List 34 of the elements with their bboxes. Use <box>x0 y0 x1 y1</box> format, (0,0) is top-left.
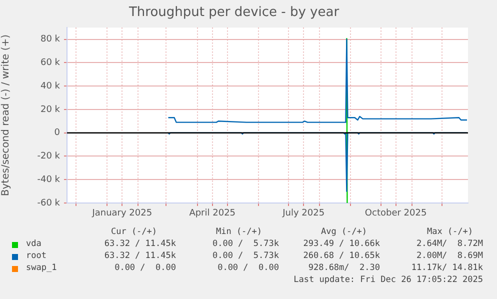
x-tick-label: January 2025 <box>91 208 152 219</box>
legend-label: vda <box>26 239 42 249</box>
text: Last update: Fri Dec 26 17:05:22 2025 <box>292 275 483 285</box>
y-axis-title: Bytes/second read (-) / write (+) <box>0 34 12 196</box>
x-tick-label: April 2025 <box>189 208 236 219</box>
legend-label: root <box>26 251 46 261</box>
legend-label: swap_1 <box>26 263 57 273</box>
y-tick-label: -60 k <box>37 198 61 208</box>
x-tick-label: July 2025 <box>282 208 325 219</box>
y-tick-label: 0 <box>54 128 60 138</box>
text: 2.64M/ 8.72M <box>415 239 483 249</box>
y-tick-label: 80 k <box>40 34 61 45</box>
text: Min (-/+) <box>216 227 262 237</box>
text: 928.68m/ 2.30 <box>307 263 380 273</box>
text: 0.00 / 5.73k <box>211 239 279 249</box>
text: 0.00 / 5.73k <box>211 251 279 261</box>
y-tick-label: -40 k <box>37 174 61 185</box>
chart-title: Throughput per device - by year <box>128 5 340 20</box>
y-tick-label: -20 k <box>37 152 61 162</box>
text: 0.00 / 0.00 <box>114 263 176 273</box>
text: 63.32 / 11.45k <box>103 239 176 249</box>
text: 2.00M/ 8.69M <box>415 251 483 261</box>
text: 11.17k/ 14.81k <box>410 263 483 273</box>
y-tick-label: 60 k <box>40 58 61 68</box>
text: 260.68 / 10.65k <box>302 251 380 261</box>
text: Cur (-/+) <box>110 227 158 237</box>
text: 0.00 / 0.00 <box>216 263 279 273</box>
x-tick-label: October 2025 <box>364 208 427 219</box>
text: 293.49 / 10.66k <box>302 239 380 249</box>
y-tick-label: 40 k <box>40 81 61 92</box>
text: Max (-/+) <box>426 227 474 237</box>
text: 63.32 / 11.45k <box>103 251 176 261</box>
y-tick-label: 20 k <box>40 104 61 115</box>
text: Avg (-/+) <box>320 227 368 237</box>
